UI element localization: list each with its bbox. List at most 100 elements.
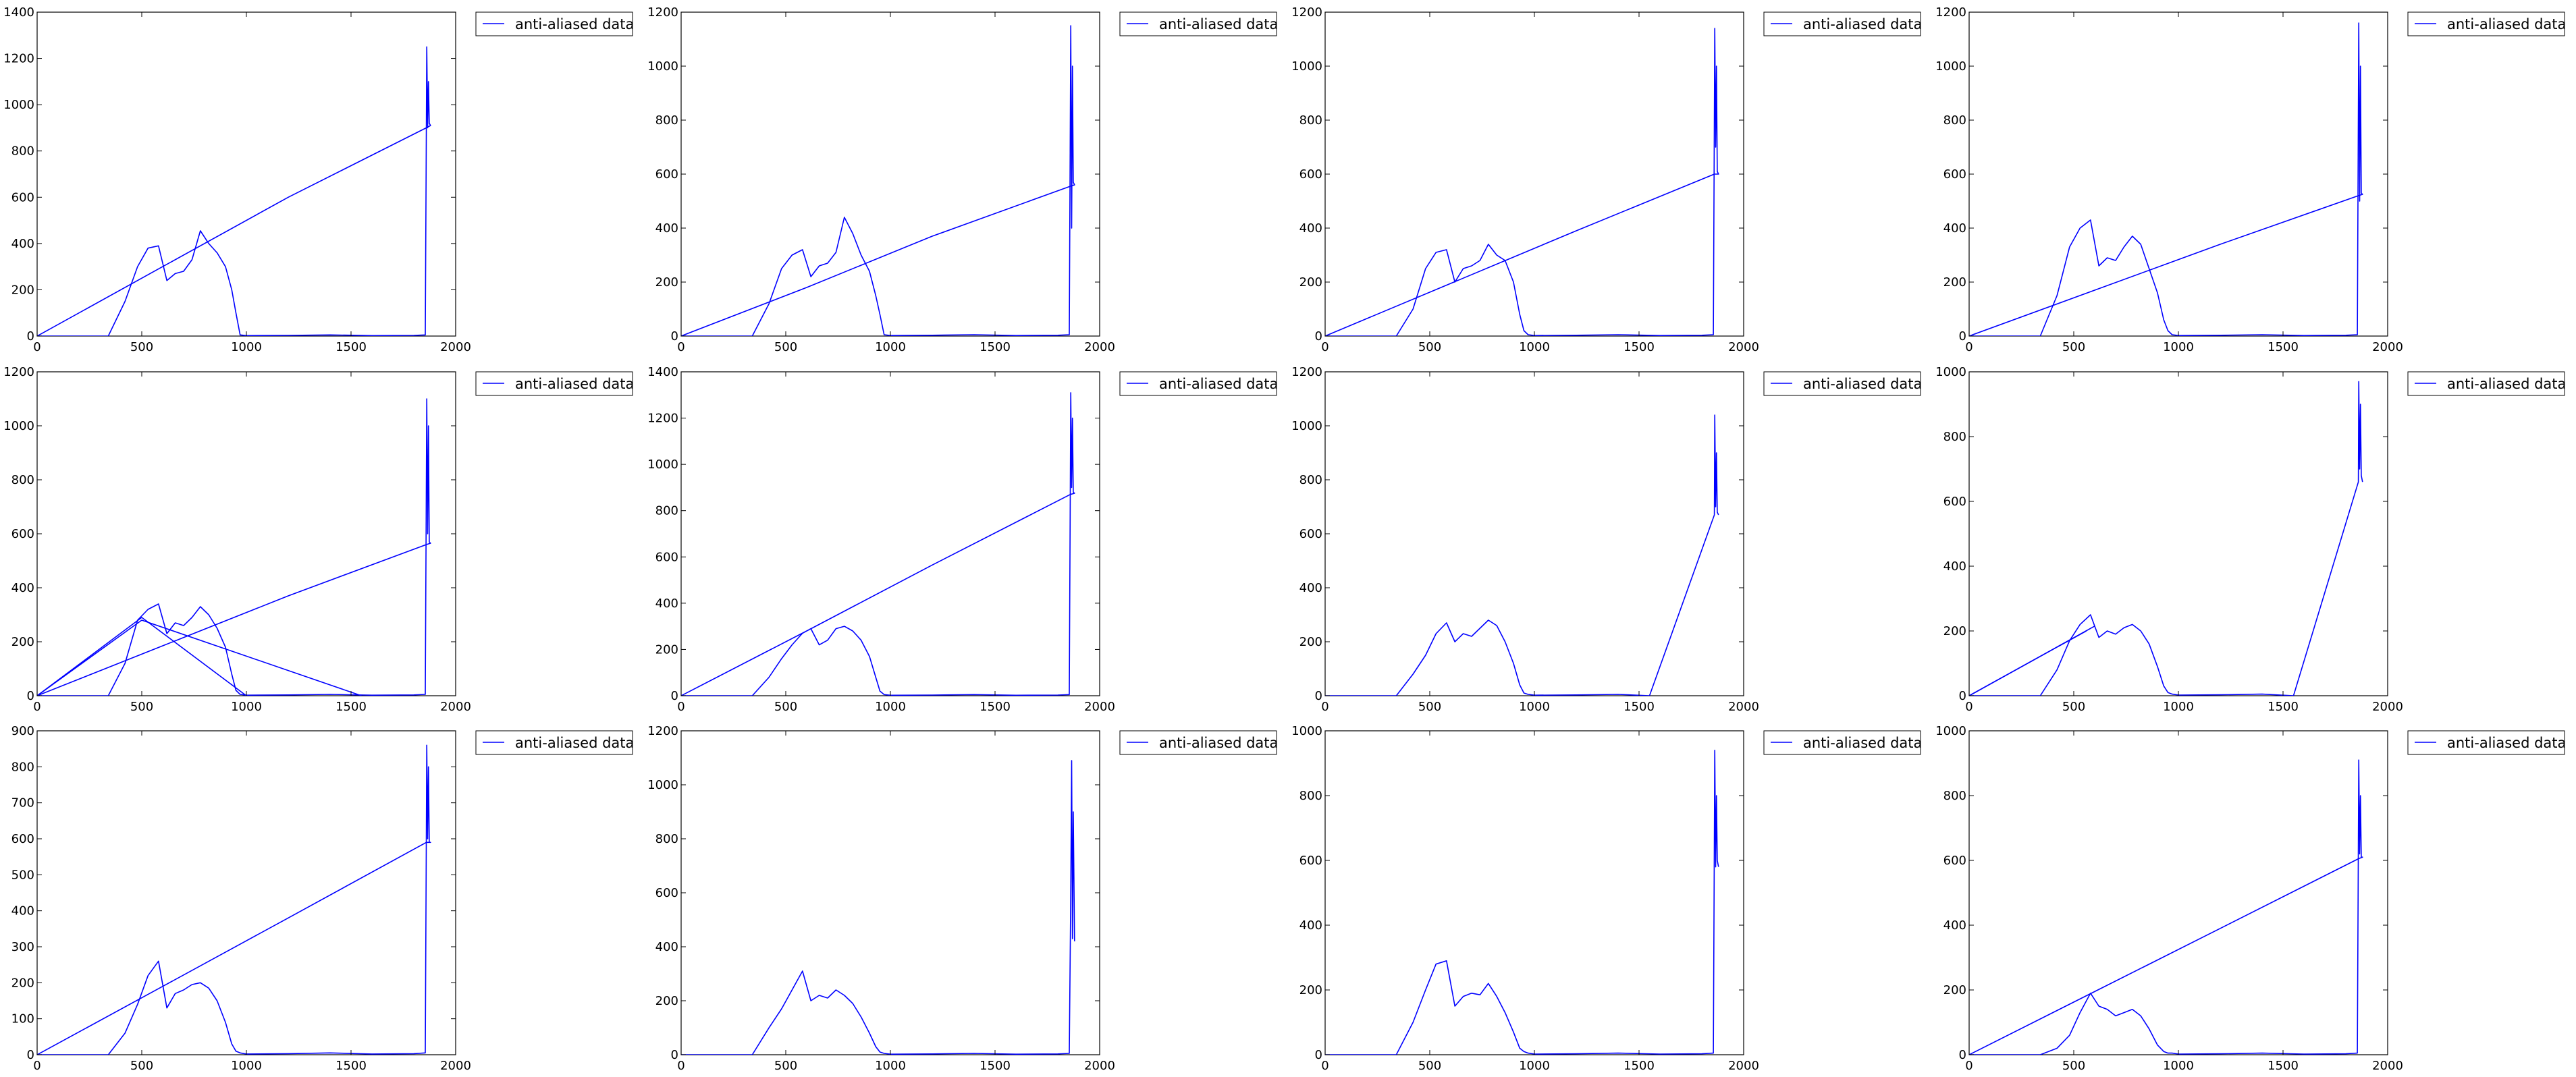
x-tick-label: 0 bbox=[1965, 340, 1973, 354]
y-tick-label: 1000 bbox=[3, 419, 34, 433]
x-tick-label: 1500 bbox=[2268, 700, 2299, 714]
x-tick-label: 0 bbox=[1321, 700, 1329, 714]
y-tick-label: 0 bbox=[671, 329, 678, 343]
x-tick-label: 2000 bbox=[2372, 1059, 2403, 1073]
x-tick-label: 1500 bbox=[980, 700, 1011, 714]
y-tick-label: 400 bbox=[1943, 918, 1966, 933]
y-tick-label: 0 bbox=[27, 1048, 34, 1062]
y-tick-label: 600 bbox=[1943, 854, 1966, 868]
legend-label: anti-aliased data bbox=[515, 16, 634, 32]
x-tick-label: 500 bbox=[130, 700, 153, 714]
subplot-9: 0 500 1000 1500 2000 0 100 200 300 400 500 600 700 80… bbox=[11, 724, 635, 1073]
y-tick-label: 800 bbox=[655, 504, 678, 518]
x-tick-label: 1500 bbox=[1624, 1059, 1655, 1073]
x-tick-label: 1000 bbox=[231, 1059, 262, 1073]
y-tick-label: 600 bbox=[1299, 167, 1322, 182]
legend-label: anti-aliased data bbox=[2447, 735, 2566, 751]
y-tick-label: 600 bbox=[11, 190, 34, 204]
axes-frame bbox=[36, 11, 456, 337]
series-line-1 bbox=[1969, 22, 2363, 336]
y-tick-label: 200 bbox=[1943, 275, 1966, 289]
x-tick-label: 1500 bbox=[980, 1059, 1011, 1073]
subplot-3: 0 500 1000 1500 2000 0 200 400 600 800 1000 1200 ant… bbox=[1291, 5, 1922, 354]
x-tick-label: 0 bbox=[1965, 1059, 1973, 1073]
y-tick-label: 0 bbox=[1959, 329, 1966, 343]
y-tick-label: 1000 bbox=[647, 778, 678, 792]
y-tick-label: 1400 bbox=[647, 365, 678, 379]
y-tick-label: 800 bbox=[1299, 113, 1322, 128]
y-tick-label: 1000 bbox=[1935, 365, 1966, 379]
y-tick-label: 1000 bbox=[1935, 724, 1966, 738]
x-tick-label: 1000 bbox=[2163, 340, 2194, 354]
x-tick-label: 2000 bbox=[1728, 340, 1759, 354]
y-tick-label: 300 bbox=[11, 940, 34, 954]
series-line-1 bbox=[1325, 750, 1719, 1055]
x-tick-label: 2000 bbox=[2372, 700, 2403, 714]
y-tick-label: 1200 bbox=[1291, 5, 1322, 20]
y-tick-label: 200 bbox=[1943, 624, 1966, 638]
axes-frame bbox=[680, 730, 1100, 1055]
x-tick-label: 0 bbox=[1321, 1059, 1329, 1073]
y-tick-label: 100 bbox=[11, 1012, 34, 1026]
legend-label: anti-aliased data bbox=[1159, 735, 1278, 751]
series-line-1 bbox=[1969, 381, 2363, 696]
series-line-1 bbox=[1325, 28, 1719, 336]
x-tick-label: 1000 bbox=[875, 1059, 906, 1073]
x-tick-label: 1500 bbox=[336, 340, 367, 354]
y-tick-label: 1200 bbox=[3, 365, 34, 379]
series-line-1 bbox=[681, 392, 1075, 696]
y-tick-label: 0 bbox=[671, 689, 678, 703]
y-tick-label: 600 bbox=[1943, 167, 1966, 182]
y-tick-label: 0 bbox=[1315, 329, 1322, 343]
x-tick-label: 0 bbox=[33, 1059, 41, 1073]
y-tick-label: 1000 bbox=[3, 98, 34, 112]
axes-frame bbox=[1324, 11, 1744, 337]
x-tick-label: 1500 bbox=[2268, 1059, 2299, 1073]
axes-frame bbox=[1968, 730, 2388, 1055]
y-tick-label: 600 bbox=[655, 886, 678, 900]
y-tick-label: 400 bbox=[11, 904, 34, 918]
x-tick-label: 500 bbox=[130, 1059, 153, 1073]
subplot-1: 0 500 1000 1500 2000 0 200 400 600 800 1000 1200 140… bbox=[3, 5, 634, 354]
x-tick-label: 1500 bbox=[1624, 340, 1655, 354]
x-tick-label: 500 bbox=[1418, 340, 1441, 354]
axes-frame bbox=[36, 371, 456, 696]
y-tick-label: 1000 bbox=[647, 458, 678, 472]
x-tick-label: 1500 bbox=[2268, 340, 2299, 354]
x-tick-label: 1500 bbox=[980, 340, 1011, 354]
y-tick-label: 1400 bbox=[3, 5, 34, 20]
y-tick-label: 0 bbox=[27, 329, 34, 343]
axes-frame bbox=[36, 730, 456, 1055]
y-tick-label: 800 bbox=[11, 760, 34, 774]
x-tick-label: 0 bbox=[1965, 700, 1973, 714]
series-line-1 bbox=[1969, 759, 2363, 1055]
x-tick-label: 500 bbox=[2062, 340, 2085, 354]
y-tick-label: 200 bbox=[1299, 983, 1322, 997]
y-tick-label: 0 bbox=[27, 689, 34, 703]
x-tick-label: 2000 bbox=[1084, 700, 1115, 714]
x-tick-label: 2000 bbox=[1084, 340, 1115, 354]
y-tick-label: 600 bbox=[1299, 527, 1322, 541]
y-tick-label: 800 bbox=[11, 473, 34, 487]
x-tick-label: 1500 bbox=[336, 700, 367, 714]
y-tick-label: 1000 bbox=[1935, 59, 1966, 74]
y-tick-label: 1000 bbox=[1291, 419, 1322, 433]
x-tick-label: 0 bbox=[1321, 340, 1329, 354]
y-tick-label: 1200 bbox=[647, 5, 678, 20]
x-tick-label: 2000 bbox=[1084, 1059, 1115, 1073]
x-tick-label: 1500 bbox=[336, 1059, 367, 1073]
y-tick-label: 400 bbox=[1299, 918, 1322, 933]
x-tick-label: 2000 bbox=[1728, 700, 1759, 714]
axes-frame bbox=[680, 371, 1100, 696]
x-tick-label: 2000 bbox=[1728, 1059, 1759, 1073]
series-line-1 bbox=[37, 398, 431, 696]
subplot-6: 0 500 1000 1500 2000 0 200 400 600 800 1000 1200 140… bbox=[647, 365, 1278, 714]
y-tick-label: 1200 bbox=[3, 52, 34, 66]
x-tick-label: 0 bbox=[677, 340, 685, 354]
x-tick-label: 0 bbox=[33, 700, 41, 714]
x-tick-label: 500 bbox=[2062, 700, 2085, 714]
legend-label: anti-aliased data bbox=[2447, 376, 2566, 392]
subplot-12: 0 500 1000 1500 2000 0 200 400 600 800 1000 anti-al… bbox=[1935, 724, 2566, 1073]
x-tick-label: 1500 bbox=[1624, 700, 1655, 714]
